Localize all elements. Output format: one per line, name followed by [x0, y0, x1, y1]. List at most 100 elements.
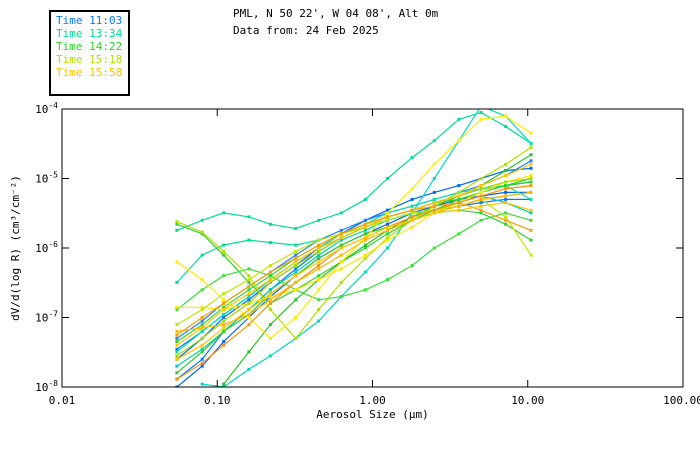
- data-point-marker: [200, 316, 204, 319]
- data-point-marker: [268, 308, 272, 312]
- series-line: [176, 115, 532, 340]
- data-point-marker: [222, 243, 226, 247]
- data-point-marker: [200, 253, 204, 257]
- data-point-marker: [504, 215, 508, 219]
- data-point-marker: [386, 246, 389, 250]
- data-point-marker: [222, 292, 226, 296]
- data-point-marker: [175, 333, 179, 337]
- data-point-marker: [529, 153, 533, 157]
- data-point-marker: [457, 201, 461, 205]
- data-point-marker: [410, 211, 414, 215]
- data-point-marker: [317, 238, 321, 242]
- data-point-marker: [479, 208, 483, 212]
- data-point-marker: [268, 280, 272, 284]
- data-point-marker: [222, 323, 226, 327]
- data-point-marker: [200, 319, 204, 323]
- data-point-marker: [479, 190, 483, 194]
- data-point-marker: [317, 298, 321, 302]
- data-point-marker: [222, 308, 226, 312]
- data-point-marker: [432, 201, 436, 205]
- data-point-marker: [363, 225, 367, 229]
- data-point-marker: [200, 288, 204, 292]
- data-point-marker: [175, 222, 179, 226]
- data-point-marker: [363, 253, 367, 257]
- data-point-marker: [268, 264, 272, 267]
- data-point-marker: [268, 270, 272, 274]
- data-point-marker: [175, 377, 179, 381]
- data-point-marker: [175, 340, 179, 344]
- data-point-marker: [317, 288, 321, 292]
- data-point-marker: [200, 357, 204, 361]
- data-point-marker: [504, 197, 508, 201]
- data-point-marker: [294, 243, 298, 247]
- data-point-marker: [529, 238, 533, 242]
- data-point-marker: [294, 280, 298, 284]
- legend-entry: Time 13:34: [56, 27, 123, 40]
- data-point-marker: [200, 364, 204, 368]
- page-title: PML, N 50 22', W 04 08', Alt 0m: [233, 7, 439, 20]
- data-point-marker: [339, 232, 343, 236]
- data-point-marker: [175, 305, 179, 309]
- y-tick-label: 10-4: [35, 101, 58, 116]
- data-point-marker: [479, 187, 483, 191]
- data-point-marker: [175, 350, 179, 354]
- data-point-marker: [504, 162, 508, 166]
- data-point-marker: [317, 256, 321, 260]
- time-legend-box: Time 11:03 Time 13:34 Time 14:22 Time 15:18…: [49, 10, 130, 96]
- data-point-marker: [410, 264, 414, 267]
- data-point-marker: [432, 197, 436, 201]
- data-point-marker: [175, 228, 179, 232]
- data-point-marker: [504, 211, 508, 215]
- data-point-marker: [339, 236, 343, 240]
- data-point-marker: [480, 105, 483, 108]
- data-point-marker: [504, 194, 508, 198]
- data-point-marker: [222, 313, 226, 317]
- data-point-marker: [432, 211, 436, 215]
- data-point-marker: [294, 256, 298, 260]
- data-point-marker: [479, 218, 483, 222]
- data-point-marker: [294, 298, 298, 302]
- x-tick-label: 0.01: [49, 394, 76, 407]
- data-point-marker: [200, 347, 204, 351]
- data-point-marker: [410, 225, 414, 229]
- data-point-marker: [200, 382, 204, 386]
- y-axis-title: dV/d(log R) (cm³/cm⁻²): [9, 175, 22, 321]
- data-point-marker: [339, 211, 343, 215]
- series-line: [223, 154, 532, 385]
- data-point-marker: [294, 274, 298, 278]
- data-point-marker: [339, 246, 343, 250]
- data-point-marker: [247, 316, 251, 319]
- data-point-marker: [479, 184, 483, 188]
- series-line: [176, 111, 532, 231]
- data-point-marker: [175, 343, 179, 347]
- data-point-marker: [247, 295, 251, 299]
- data-point-marker: [247, 292, 251, 296]
- data-point-marker: [529, 253, 533, 257]
- data-point-marker: [504, 190, 508, 194]
- data-point-marker: [363, 218, 367, 222]
- x-tick-label: 10.00: [511, 394, 544, 407]
- data-point-marker: [457, 197, 461, 201]
- data-point-marker: [222, 382, 226, 386]
- data-point-marker: [200, 278, 204, 282]
- data-point-marker: [175, 220, 179, 224]
- y-tick-label: 10-7: [35, 310, 58, 325]
- data-point-marker: [363, 238, 367, 242]
- data-point-marker: [363, 256, 367, 260]
- data-point-marker: [294, 260, 298, 264]
- data-point-marker: [432, 177, 436, 180]
- data-point-marker: [268, 274, 272, 278]
- data-point-marker: [386, 208, 389, 212]
- series-line: [176, 177, 532, 357]
- series-line: [176, 175, 532, 311]
- data-point-marker: [268, 354, 272, 358]
- data-point-marker: [268, 323, 272, 327]
- data-point-marker: [317, 243, 321, 247]
- data-point-marker: [386, 225, 389, 229]
- legend-entry: Time 11:03: [56, 14, 123, 27]
- data-point-marker: [175, 308, 179, 312]
- data-point-marker: [529, 228, 533, 232]
- page-subtitle: Data from: 24 Feb 2025: [233, 24, 379, 37]
- data-point-marker: [247, 301, 251, 305]
- data-point-marker: [386, 218, 389, 222]
